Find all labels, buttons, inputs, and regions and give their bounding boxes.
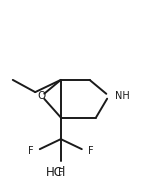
Text: HCl: HCl — [46, 165, 66, 179]
Text: NH: NH — [115, 91, 130, 101]
Text: F: F — [28, 146, 34, 156]
Text: O: O — [37, 91, 46, 101]
Text: F: F — [88, 146, 94, 156]
Text: F: F — [58, 168, 64, 178]
